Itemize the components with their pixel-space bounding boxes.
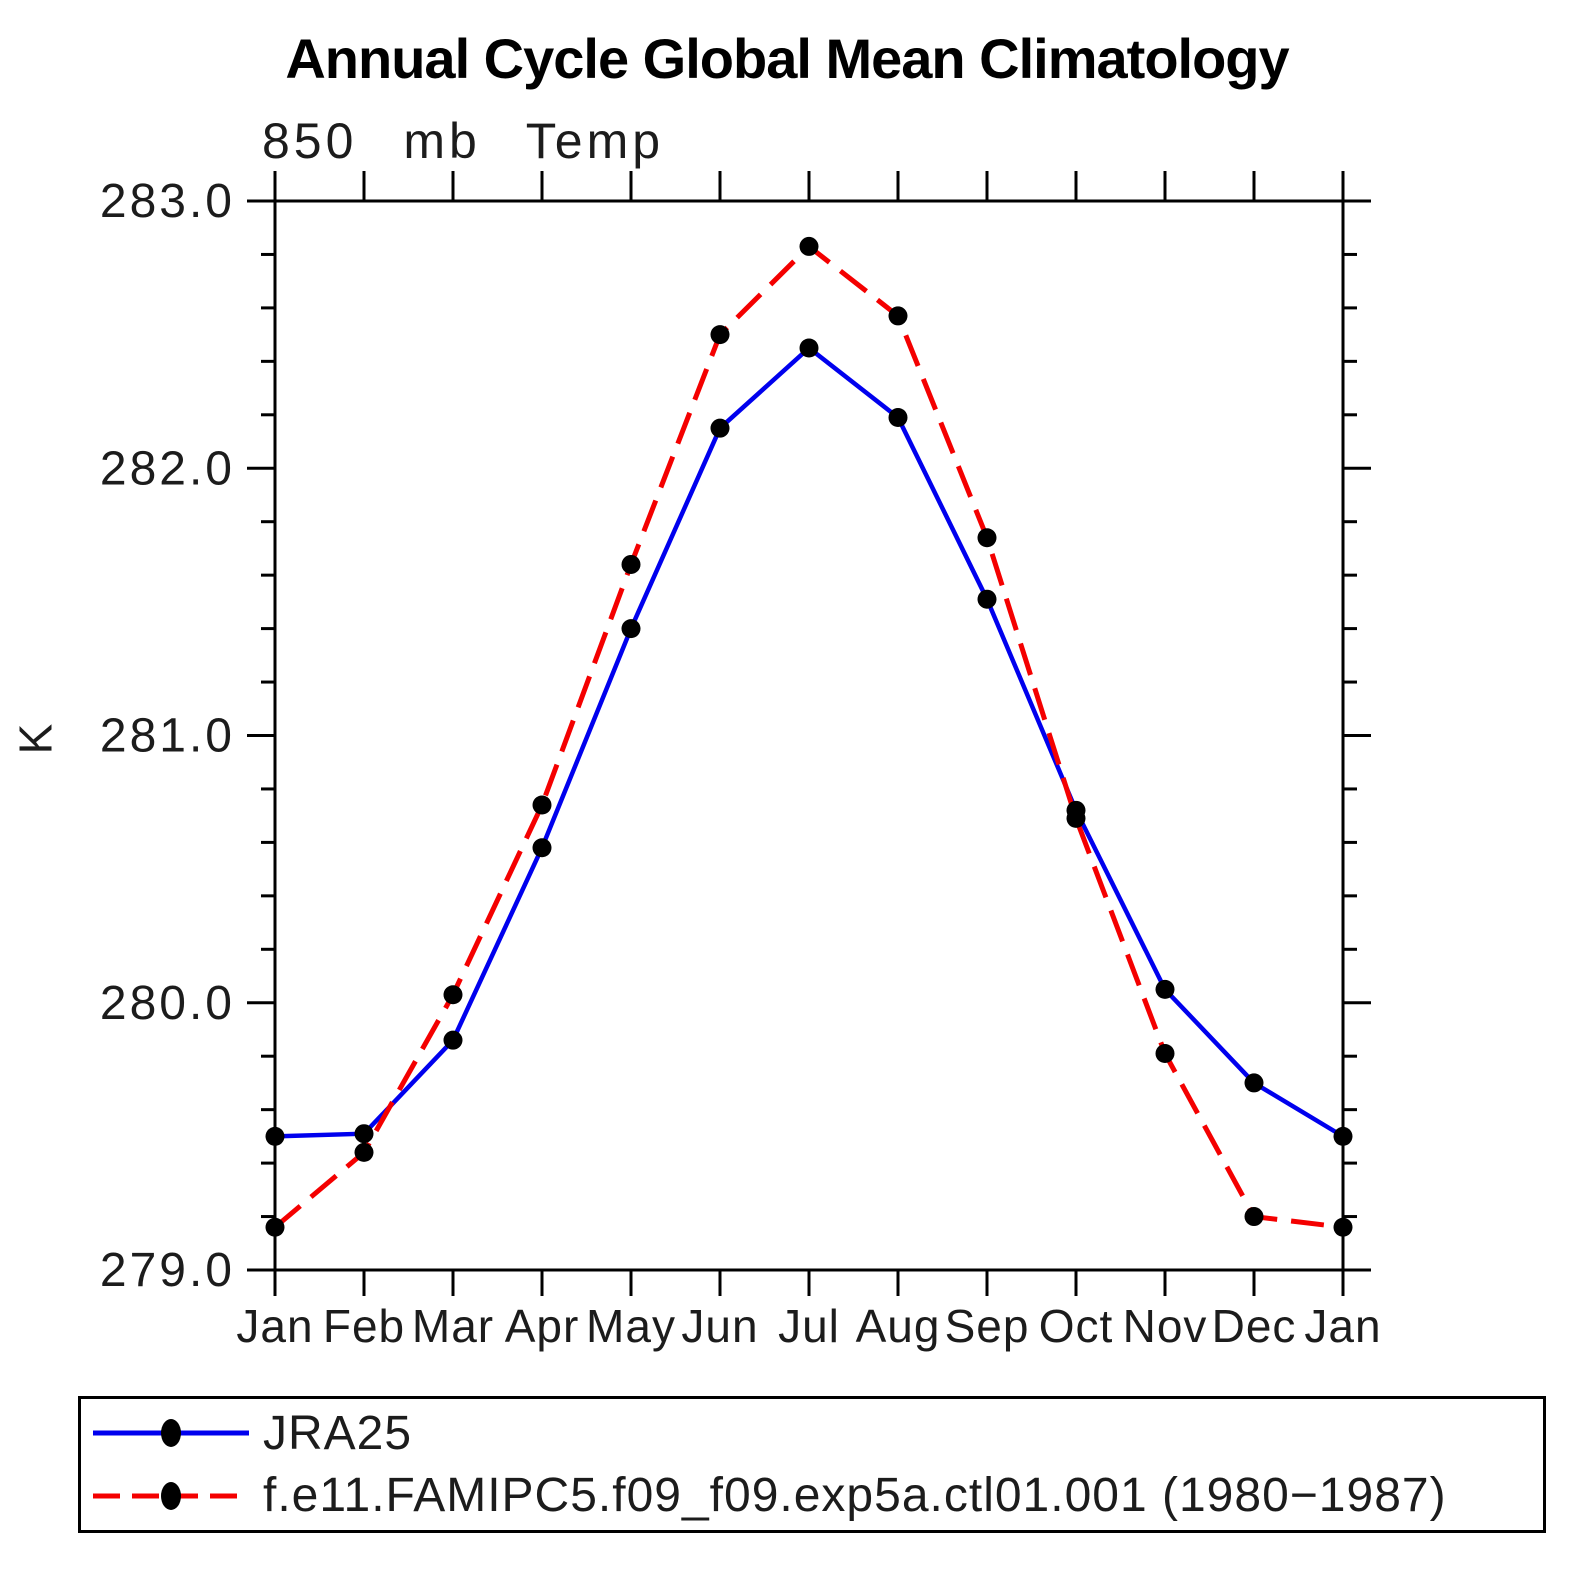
series-line-model [273, 243, 1344, 1230]
legend-label-jra25: JRA25 [263, 1406, 413, 1460]
data-point-marker-model [532, 795, 552, 815]
y-tick-label: 283.0 [100, 175, 235, 228]
x-tick-label: Apr [505, 1300, 580, 1352]
data-point-marker-jra25 [265, 1126, 285, 1146]
legend-item-model: f.e11.FAMIPC5.f09_f09.exp5a.ctl01.001 (1… [89, 1468, 1543, 1524]
x-tick-label: May [586, 1300, 676, 1352]
legend-marker-dot [161, 1419, 181, 1448]
x-tick-label: Oct [1039, 1300, 1114, 1352]
legend-item-jra25: JRA25 [89, 1405, 1543, 1461]
data-point-marker-model [1155, 1044, 1175, 1064]
data-point-marker-model [265, 1217, 285, 1237]
data-point-marker-model [1333, 1217, 1353, 1237]
x-tick-label: Jan [236, 1300, 313, 1352]
data-point-marker-jra25 [799, 338, 819, 358]
plot-frame [273, 199, 1345, 1272]
data-point-marker-model [888, 306, 908, 326]
y-tick-label: 281.0 [100, 710, 235, 763]
data-point-marker-jra25 [1155, 979, 1175, 999]
x-tick-label: Feb [323, 1300, 405, 1352]
data-point-marker-jra25 [1244, 1073, 1264, 1093]
data-point-marker-jra25 [710, 418, 730, 438]
data-point-marker-jra25 [443, 1030, 463, 1050]
x-tick-label: Aug [856, 1300, 941, 1352]
data-point-marker-jra25 [977, 589, 997, 609]
legend-marker-dot [161, 1481, 181, 1510]
data-point-marker-jra25 [621, 619, 641, 639]
x-tick-label: Jun [681, 1300, 758, 1352]
data-point-marker-jra25 [888, 407, 908, 427]
legend-swatch-jra25 [93, 1419, 249, 1448]
legend-swatch-model [93, 1481, 249, 1510]
data-point-marker-model [1066, 808, 1086, 828]
chart-subtitle: 850 mb Temp [262, 113, 665, 169]
data-point-marker-model [621, 554, 641, 574]
y-tick-label: 279.0 [100, 1244, 235, 1297]
series-line-jra25 [274, 345, 1345, 1139]
y-tick-label: 280.0 [100, 977, 235, 1030]
legend-label-model: f.e11.FAMIPC5.f09_f09.exp5a.ctl01.001 (1… [263, 1469, 1447, 1523]
x-tick-label: Jan [1304, 1300, 1381, 1352]
data-point-marker-jra25 [354, 1124, 374, 1144]
x-tick-label: Sep [945, 1300, 1030, 1352]
chart-title: Annual Cycle Global Mean Climatology [285, 27, 1289, 90]
x-tick-label: Jul [778, 1300, 840, 1352]
data-point-marker-model [443, 985, 463, 1005]
x-tick-label: Nov [1123, 1300, 1208, 1352]
data-point-marker-jra25 [1333, 1126, 1353, 1146]
y-tick-label: 282.0 [100, 442, 235, 495]
data-point-marker-model [799, 236, 819, 256]
data-point-marker-model [354, 1142, 374, 1162]
legend-box: JRA25 f.e11.FAMIPC5.f09_f09.exp5a.ctl01.… [78, 1396, 1546, 1533]
data-point-marker-jra25 [532, 838, 552, 858]
data-point-marker-model [977, 528, 997, 548]
x-tick-label: Dec [1212, 1300, 1297, 1352]
data-point-marker-model [710, 325, 730, 345]
x-tick-label: Mar [412, 1300, 494, 1352]
data-point-marker-model [1244, 1207, 1264, 1227]
